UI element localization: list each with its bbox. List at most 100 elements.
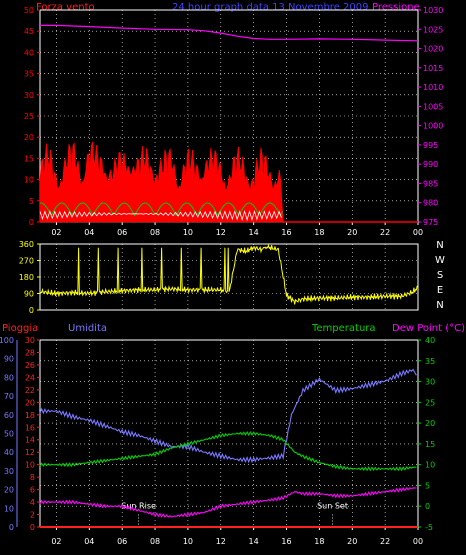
x-tick-label: 10 bbox=[183, 228, 193, 237]
rain-tick-label: 4 bbox=[30, 498, 35, 507]
rain-tick-label: 24 bbox=[25, 373, 35, 382]
compass-label: S bbox=[437, 270, 443, 281]
rain-tick-label: 6 bbox=[30, 486, 35, 495]
humidity-tick-label: 30 bbox=[4, 467, 14, 476]
temperature-label: Temperatura bbox=[311, 323, 376, 334]
y-tick-label: 10 bbox=[24, 176, 34, 185]
y-tick-label: 1005 bbox=[423, 102, 443, 111]
y-tick-label: 40 bbox=[24, 48, 34, 57]
temp-tick-label: 40 bbox=[425, 336, 435, 345]
x-tick-label: 12 bbox=[216, 537, 226, 546]
rain-tick-label: 12 bbox=[25, 448, 35, 457]
x-tick-label: 08 bbox=[150, 228, 160, 237]
y-tick-label: 1025 bbox=[423, 25, 443, 34]
humidity-tick-label: 40 bbox=[4, 448, 14, 457]
humidity-tick-label: 100 bbox=[0, 336, 14, 345]
rain-humidity-temp-panel: 0102030405060708090100024681012141618202… bbox=[0, 336, 435, 546]
y-tick-label: 975 bbox=[423, 218, 438, 227]
humidity-tick-label: 50 bbox=[4, 430, 14, 439]
temp-tick-label: 15 bbox=[425, 440, 435, 449]
y-tick-label: 20 bbox=[24, 133, 34, 142]
sun-annotation: Sun Set bbox=[317, 501, 348, 510]
x-tick-label: 20 bbox=[347, 228, 357, 237]
x-tick-label: 04 bbox=[84, 537, 94, 546]
y-tick-label: 270 bbox=[19, 257, 34, 266]
x-tick-label: 22 bbox=[380, 228, 390, 237]
humidity-line bbox=[39, 368, 417, 464]
y-tick-label: 35 bbox=[24, 70, 34, 79]
rain-tick-label: 10 bbox=[25, 461, 35, 470]
x-tick-label: 12 bbox=[216, 228, 226, 237]
humidity-tick-label: 90 bbox=[4, 355, 14, 364]
pressure-line bbox=[40, 24, 419, 42]
x-tick-label: 22 bbox=[380, 537, 390, 546]
rain-tick-label: 22 bbox=[25, 386, 35, 395]
temp-tick-label: 5 bbox=[425, 481, 430, 490]
y-tick-label: 995 bbox=[423, 141, 438, 150]
x-tick-label: 18 bbox=[314, 228, 324, 237]
compass-label: E bbox=[437, 285, 443, 296]
compass-label: W bbox=[435, 255, 445, 266]
temperature-line bbox=[39, 431, 417, 472]
y-tick-label: 45 bbox=[24, 27, 34, 36]
x-tick-label: 00 bbox=[413, 228, 423, 237]
sun-annotation: Sun Rise bbox=[121, 501, 156, 510]
temp-tick-label: 10 bbox=[425, 461, 435, 470]
temp-tick-label: 25 bbox=[425, 398, 435, 407]
temp-tick-label: 30 bbox=[425, 378, 435, 387]
y-tick-label: 0 bbox=[29, 306, 34, 315]
rain-tick-label: 26 bbox=[25, 361, 35, 370]
y-tick-label: 990 bbox=[423, 160, 438, 169]
y-tick-label: 30 bbox=[24, 91, 34, 100]
rain-tick-label: 2 bbox=[30, 511, 35, 520]
humidity-tick-label: 0 bbox=[9, 523, 14, 532]
y-tick-label: 180 bbox=[19, 273, 34, 282]
x-tick-label: 02 bbox=[51, 537, 61, 546]
x-tick-label: 14 bbox=[249, 228, 259, 237]
humidity-tick-label: 80 bbox=[4, 373, 14, 382]
x-tick-label: 00 bbox=[413, 537, 423, 546]
direction-line bbox=[39, 243, 418, 305]
compass-label: N bbox=[436, 240, 443, 251]
x-tick-label: 04 bbox=[84, 228, 94, 237]
y-tick-label: 1020 bbox=[423, 45, 443, 54]
y-tick-label: 1015 bbox=[423, 64, 443, 73]
wind-title: Forza vento bbox=[36, 2, 95, 13]
wind-area bbox=[39, 141, 284, 223]
rain-tick-label: 8 bbox=[30, 473, 35, 482]
y-tick-label: 25 bbox=[24, 112, 34, 121]
humidity-label: Umidita bbox=[68, 323, 107, 334]
y-tick-label: 1000 bbox=[423, 122, 443, 131]
y-tick-label: 1010 bbox=[423, 83, 443, 92]
rain-label: Pioggia bbox=[2, 323, 38, 334]
x-tick-label: 16 bbox=[281, 228, 291, 237]
rain-tick-label: 0 bbox=[30, 523, 35, 532]
humidity-tick-label: 20 bbox=[4, 486, 14, 495]
x-tick-label: 08 bbox=[150, 537, 160, 546]
y-tick-label: 980 bbox=[423, 199, 438, 208]
wind-pressure-panel: 0510152025303540455097598098599099510001… bbox=[24, 6, 444, 237]
x-tick-label: 06 bbox=[117, 228, 127, 237]
wind-gust-line bbox=[39, 202, 284, 217]
rain-tick-label: 14 bbox=[25, 436, 35, 445]
y-tick-label: 1030 bbox=[423, 6, 443, 15]
humidity-tick-label: 70 bbox=[4, 392, 14, 401]
rain-tick-label: 18 bbox=[25, 411, 35, 420]
temp-tick-label: -5 bbox=[425, 523, 433, 532]
dewpoint-line bbox=[39, 486, 417, 518]
y-tick-label: 50 bbox=[24, 6, 34, 15]
x-tick-label: 02 bbox=[51, 228, 61, 237]
y-tick-label: 15 bbox=[24, 154, 34, 163]
rain-tick-label: 28 bbox=[25, 348, 35, 357]
y-tick-label: 0 bbox=[29, 218, 34, 227]
humidity-tick-label: 60 bbox=[4, 411, 14, 420]
x-tick-label: 16 bbox=[281, 537, 291, 546]
x-tick-label: 06 bbox=[117, 537, 127, 546]
compass-label: N bbox=[436, 300, 443, 311]
chart-title: 24 hour graph data 13 Novembre 2009 bbox=[172, 2, 368, 13]
temp-tick-label: 35 bbox=[425, 357, 435, 366]
x-tick-label: 18 bbox=[314, 537, 324, 546]
y-tick-label: 985 bbox=[423, 179, 438, 188]
